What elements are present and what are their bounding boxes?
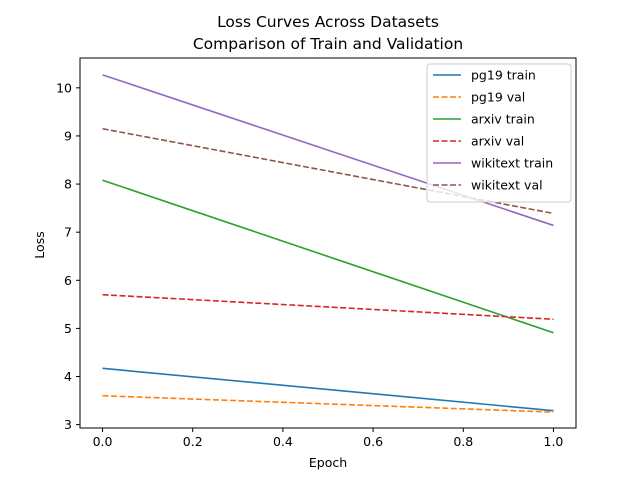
legend-label: pg19 val bbox=[471, 90, 525, 105]
y-tick-label: 5 bbox=[64, 321, 72, 336]
series-layer bbox=[102, 74, 554, 413]
x-tick-label: 0.0 bbox=[93, 434, 113, 449]
x-tick-label: 0.8 bbox=[453, 434, 473, 449]
y-tick-label: 4 bbox=[64, 369, 72, 384]
series-line-pg19-train bbox=[102, 367, 554, 412]
legend: pg19 train pg19 val arxiv train arxiv val wi… bbox=[426, 63, 572, 203]
y-tick-label: 3 bbox=[64, 417, 72, 432]
x-tick-label: 0.2 bbox=[183, 434, 203, 449]
legend-label: pg19 train bbox=[471, 68, 536, 83]
plot-frame bbox=[79, 57, 577, 429]
y-axis-label: Loss bbox=[32, 231, 47, 258]
ticks-layer: 0.0 0.2 0.4 0.6 0.8 1.0 3 4 5 6 7 8 9 10 bbox=[56, 80, 563, 449]
chart-title: Loss Curves Across Datasets bbox=[217, 13, 439, 31]
x-axis-label: Epoch bbox=[309, 455, 347, 470]
legend-label: wikitext train bbox=[471, 156, 553, 171]
y-tick-label: 8 bbox=[64, 177, 72, 192]
legend-label: wikitext val bbox=[471, 178, 543, 193]
series-line-arxiv-train bbox=[102, 179, 554, 334]
y-tick-label: 10 bbox=[56, 80, 72, 95]
y-tick-label: 7 bbox=[64, 225, 72, 240]
series-line-pg19-val bbox=[102, 394, 554, 413]
x-tick-label: 0.6 bbox=[363, 434, 383, 449]
chart-subtitle: Comparison of Train and Validation bbox=[193, 35, 463, 53]
x-tick-label: 0.4 bbox=[273, 434, 293, 449]
y-tick-label: 6 bbox=[64, 273, 72, 288]
legend-label: arxiv val bbox=[471, 134, 524, 149]
x-tick-label: 1.0 bbox=[544, 434, 564, 449]
y-tick-label: 9 bbox=[64, 128, 72, 143]
series-line-arxiv-val bbox=[102, 293, 554, 321]
legend-label: arxiv train bbox=[471, 112, 535, 127]
legend-box bbox=[426, 63, 572, 203]
